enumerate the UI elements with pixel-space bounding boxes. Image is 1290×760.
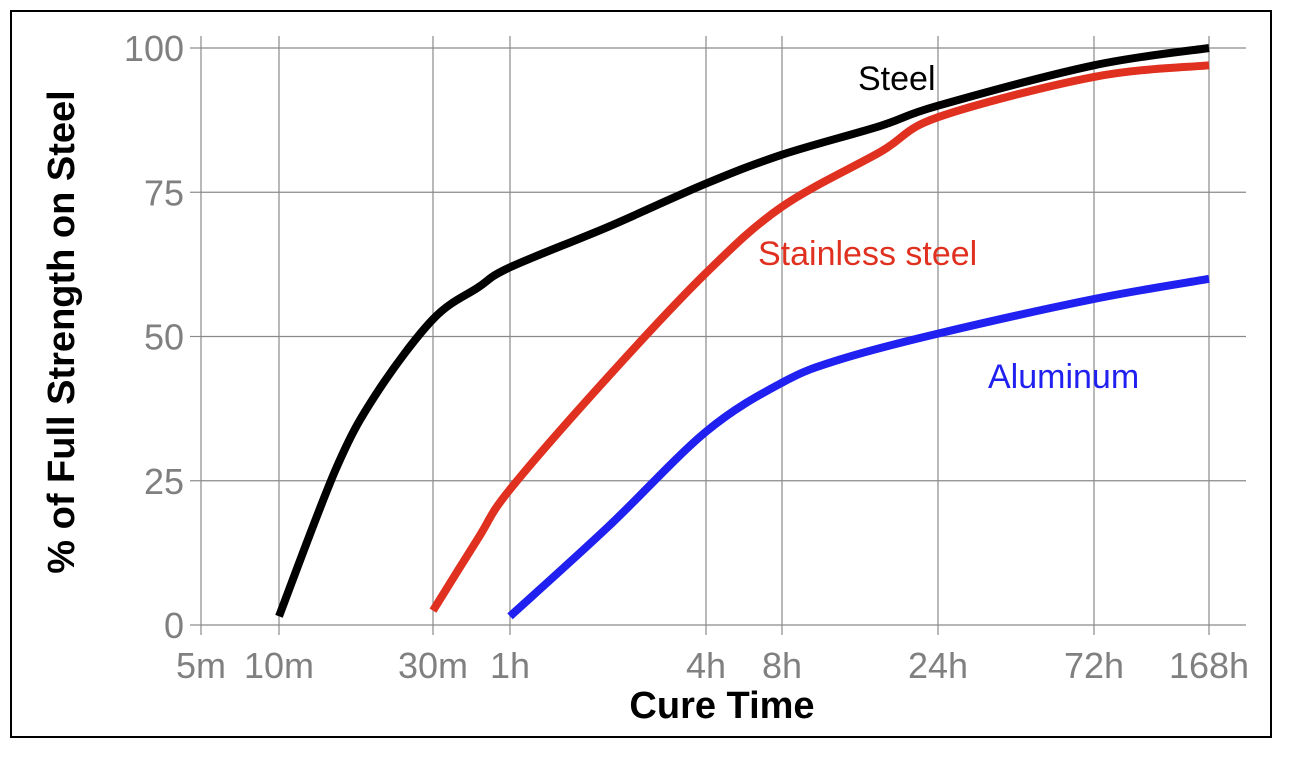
x-tick-label: 168h bbox=[1169, 645, 1249, 686]
series-label-stainless-steel: Stainless steel bbox=[758, 235, 977, 273]
x-tick-label: 5m bbox=[176, 645, 226, 686]
x-axis-title: Cure Time bbox=[629, 685, 814, 727]
series-labels: Steel Stainless steel Aluminum bbox=[758, 60, 1139, 396]
x-tick-label: 24h bbox=[908, 645, 968, 686]
series-line-steel bbox=[275, 44, 1210, 618]
y-tick-label: 75 bbox=[144, 172, 184, 213]
series-label-aluminum: Aluminum bbox=[988, 358, 1139, 396]
grid bbox=[190, 36, 1246, 635]
x-tick-label: 1h bbox=[490, 645, 530, 686]
y-axis-title: % of Full Strength on Steel bbox=[41, 90, 83, 573]
x-tick-label: 4h bbox=[686, 645, 726, 686]
series-lines bbox=[275, 44, 1210, 620]
y-tick-label: 0 bbox=[164, 605, 184, 646]
series-line-stainless-steel bbox=[429, 61, 1210, 613]
x-tick-label: 72h bbox=[1064, 645, 1124, 686]
series-line-aluminum bbox=[507, 274, 1210, 620]
y-tick-label: 25 bbox=[144, 461, 184, 502]
series-label-steel: Steel bbox=[858, 60, 936, 98]
y-tick-label: 100 bbox=[124, 28, 184, 69]
chart-frame bbox=[10, 10, 1272, 738]
x-tick-label: 10m bbox=[244, 645, 314, 686]
axis-ticks: 0 25 50 75 100 5m 10m 30m 1h 4h 8h 24h 72h 168h bbox=[124, 28, 1249, 686]
x-tick-label: 30m bbox=[398, 645, 468, 686]
y-tick-label: 50 bbox=[144, 317, 184, 358]
x-tick-label: 8h bbox=[762, 645, 802, 686]
